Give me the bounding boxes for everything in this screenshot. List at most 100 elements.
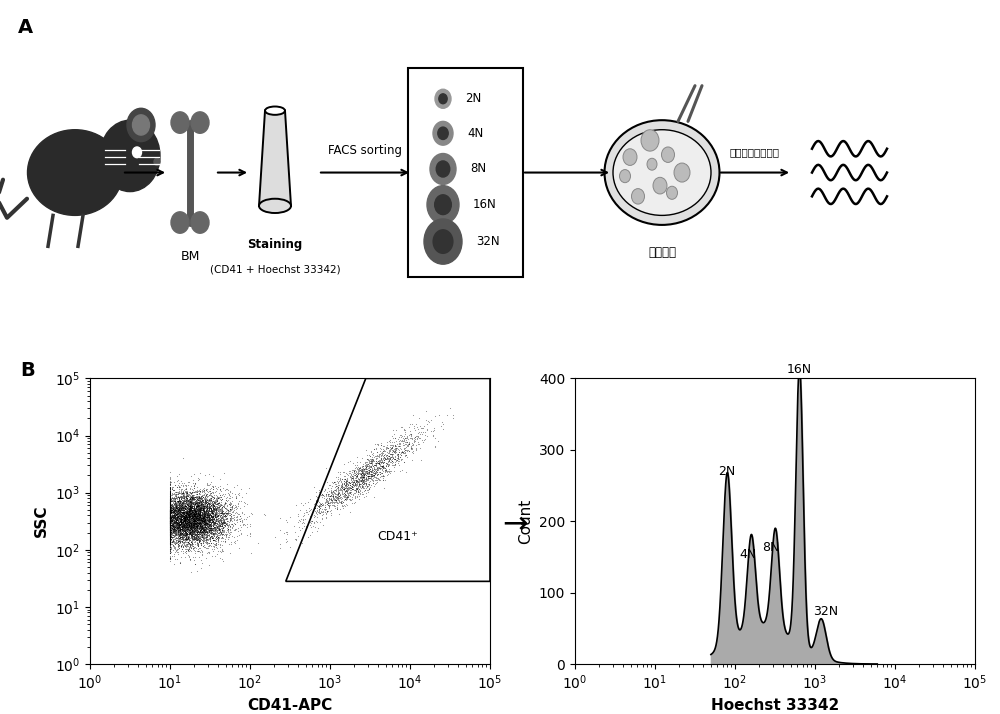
Point bbox=[181, 550, 197, 562]
Point bbox=[162, 506, 178, 518]
Point bbox=[355, 471, 371, 483]
Point bbox=[204, 513, 220, 525]
Point bbox=[170, 538, 186, 550]
Point bbox=[194, 501, 210, 513]
Point bbox=[396, 431, 412, 442]
Point bbox=[162, 513, 178, 525]
Point bbox=[371, 461, 387, 473]
Point bbox=[216, 513, 232, 525]
Point bbox=[174, 505, 190, 516]
Point bbox=[172, 516, 188, 528]
Point bbox=[355, 464, 371, 476]
Point bbox=[187, 531, 203, 543]
Point bbox=[202, 483, 218, 495]
Point bbox=[195, 531, 211, 543]
Point bbox=[183, 491, 199, 502]
Point bbox=[198, 531, 214, 542]
Point bbox=[162, 511, 178, 522]
Point bbox=[173, 513, 189, 524]
Point bbox=[358, 475, 374, 486]
Point bbox=[220, 523, 236, 535]
Point bbox=[187, 530, 203, 541]
Point bbox=[191, 490, 207, 501]
Point bbox=[204, 511, 220, 522]
Point bbox=[179, 498, 195, 510]
Point bbox=[179, 528, 195, 539]
Point bbox=[209, 526, 225, 538]
Point bbox=[168, 518, 184, 530]
Point bbox=[401, 445, 417, 456]
Point bbox=[371, 458, 387, 470]
Point bbox=[184, 524, 200, 536]
Point bbox=[189, 516, 205, 527]
Point bbox=[340, 492, 356, 503]
Point bbox=[416, 435, 432, 446]
Point bbox=[347, 469, 363, 481]
Point bbox=[357, 457, 373, 468]
Point bbox=[168, 519, 184, 531]
Point bbox=[164, 533, 180, 544]
Point bbox=[172, 509, 188, 521]
Point bbox=[298, 521, 314, 532]
Point bbox=[320, 482, 336, 493]
Point bbox=[184, 513, 200, 524]
Point bbox=[204, 531, 220, 543]
Point bbox=[162, 504, 178, 516]
Point bbox=[185, 485, 201, 496]
Point bbox=[193, 503, 209, 514]
Point bbox=[172, 536, 188, 547]
Point bbox=[218, 493, 234, 504]
Point bbox=[308, 508, 324, 519]
Point bbox=[163, 512, 179, 523]
Point bbox=[164, 488, 180, 500]
Point bbox=[216, 467, 232, 478]
Point bbox=[189, 504, 205, 516]
Point bbox=[199, 517, 215, 528]
Point bbox=[162, 511, 178, 523]
Point bbox=[171, 504, 187, 516]
Point bbox=[228, 503, 244, 514]
Point bbox=[359, 468, 375, 479]
Point bbox=[201, 518, 217, 529]
Point bbox=[390, 443, 406, 454]
Point bbox=[287, 526, 303, 538]
Point bbox=[191, 526, 207, 537]
Point bbox=[328, 495, 344, 506]
Point bbox=[361, 470, 377, 481]
Point bbox=[188, 510, 204, 521]
Point bbox=[211, 512, 227, 523]
Point bbox=[166, 550, 182, 562]
Point bbox=[176, 518, 192, 530]
Point bbox=[334, 473, 350, 485]
Point bbox=[183, 518, 199, 529]
Point bbox=[196, 506, 212, 517]
Point bbox=[183, 529, 199, 540]
Point bbox=[162, 518, 178, 529]
Point bbox=[189, 524, 205, 536]
Point bbox=[214, 508, 230, 519]
Point bbox=[167, 505, 183, 516]
Point bbox=[162, 523, 178, 534]
Point bbox=[190, 496, 206, 508]
Point bbox=[183, 504, 199, 516]
Point bbox=[182, 512, 198, 523]
Point bbox=[176, 505, 192, 516]
Point bbox=[162, 510, 178, 521]
Point bbox=[201, 524, 217, 536]
Point bbox=[189, 537, 205, 548]
Point bbox=[203, 499, 219, 511]
Point bbox=[195, 513, 211, 524]
Point bbox=[364, 465, 380, 476]
Point bbox=[176, 516, 192, 527]
Point bbox=[382, 452, 398, 463]
Point bbox=[180, 512, 196, 523]
Point bbox=[351, 490, 367, 501]
Point bbox=[191, 515, 207, 526]
Point bbox=[194, 520, 210, 531]
Point bbox=[205, 496, 221, 507]
Point bbox=[198, 497, 214, 508]
Point bbox=[355, 468, 371, 479]
Point bbox=[181, 503, 197, 515]
Point bbox=[208, 531, 224, 542]
Point bbox=[170, 521, 186, 532]
